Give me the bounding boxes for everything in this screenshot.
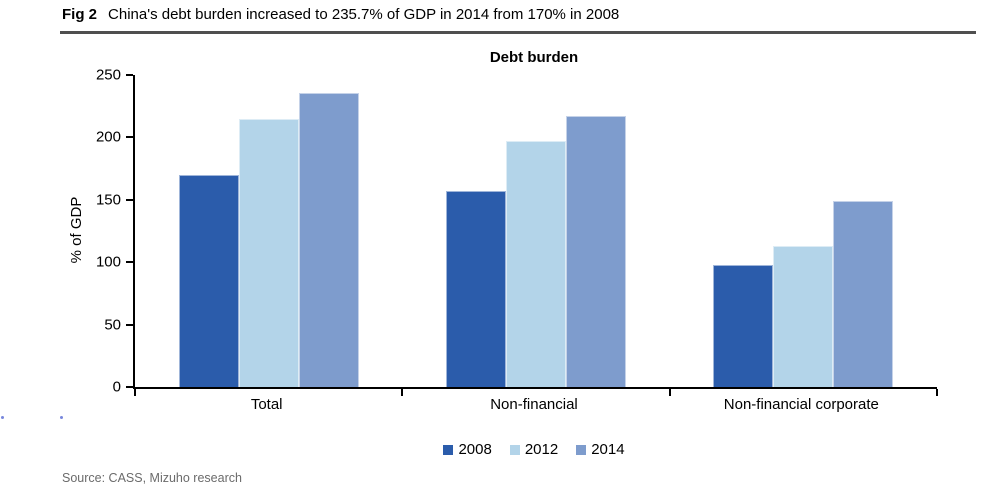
bar-2012-total bbox=[238, 118, 299, 387]
x-category-label: Non-financial bbox=[490, 396, 578, 413]
y-tick-mark bbox=[126, 74, 133, 76]
y-tick-label: 250 bbox=[95, 66, 121, 84]
y-tick-label: 150 bbox=[95, 191, 121, 209]
legend-swatch-2014 bbox=[576, 444, 587, 455]
figure-caption: Fig 2 China's debt burden increased to 23… bbox=[62, 6, 619, 23]
legend-item-2014: 2014 bbox=[576, 441, 625, 458]
figure-title: China's debt burden increased to 235.7% … bbox=[108, 6, 620, 23]
bar-group-non-financial bbox=[402, 75, 669, 387]
x-tick-mark bbox=[936, 389, 938, 396]
stray-dot bbox=[1, 416, 4, 419]
x-category-label: Total bbox=[250, 396, 283, 413]
y-tick-mark bbox=[126, 386, 133, 388]
legend-item-2008: 2008 bbox=[443, 441, 492, 458]
y-tick-label: 100 bbox=[95, 253, 121, 271]
legend-item-2012: 2012 bbox=[509, 441, 559, 458]
bar-2014-non-financial bbox=[565, 115, 626, 387]
bar-group-total bbox=[135, 75, 402, 387]
y-tick-label: 0 bbox=[112, 378, 121, 396]
figure-label: Fig 2 bbox=[62, 6, 98, 23]
bar-2012-non-financial-corporate bbox=[773, 245, 834, 387]
legend: 2008 2012 2014 bbox=[133, 441, 935, 458]
caption-divider bbox=[60, 31, 976, 34]
y-tick-mark bbox=[126, 323, 133, 326]
y-tick-mark bbox=[126, 198, 133, 201]
bar-2014-non-financial-corporate bbox=[833, 200, 894, 387]
source-note: Source: CASS, Mizuho research bbox=[62, 471, 242, 485]
stray-dot bbox=[60, 416, 63, 419]
x-axis-labels: Total Non-financial Non-financial corporat… bbox=[133, 396, 935, 416]
x-tick-mark bbox=[401, 389, 404, 396]
legend-label: 2012 bbox=[524, 441, 559, 458]
x-category-label: Non-financial corporate bbox=[723, 396, 879, 413]
legend-label: 2014 bbox=[591, 441, 625, 458]
y-tick-label: 200 bbox=[95, 128, 121, 146]
chart-title: Debt burden bbox=[489, 49, 579, 66]
x-tick-mark bbox=[668, 389, 671, 396]
plot-area: 0 50 100 150 200 250 bbox=[96, 68, 938, 396]
legend-swatch-2012 bbox=[509, 444, 520, 455]
bar-2012-non-financial bbox=[505, 141, 566, 387]
bar-2008-non-financial-corporate bbox=[713, 264, 774, 387]
x-tick-mark bbox=[134, 389, 136, 396]
bar-2008-total bbox=[178, 174, 239, 387]
y-tick-mark bbox=[126, 261, 133, 264]
legend-swatch-2008 bbox=[443, 444, 454, 455]
bar-2014-total bbox=[298, 92, 359, 387]
y-tick-mark bbox=[126, 136, 133, 139]
y-axis-label: % of GDP bbox=[68, 196, 85, 264]
legend-label: 2008 bbox=[458, 441, 492, 458]
bar-2008-non-financial bbox=[445, 191, 506, 387]
bar-group-non-financial-corporate bbox=[670, 75, 937, 387]
y-tick-label: 50 bbox=[104, 316, 121, 334]
